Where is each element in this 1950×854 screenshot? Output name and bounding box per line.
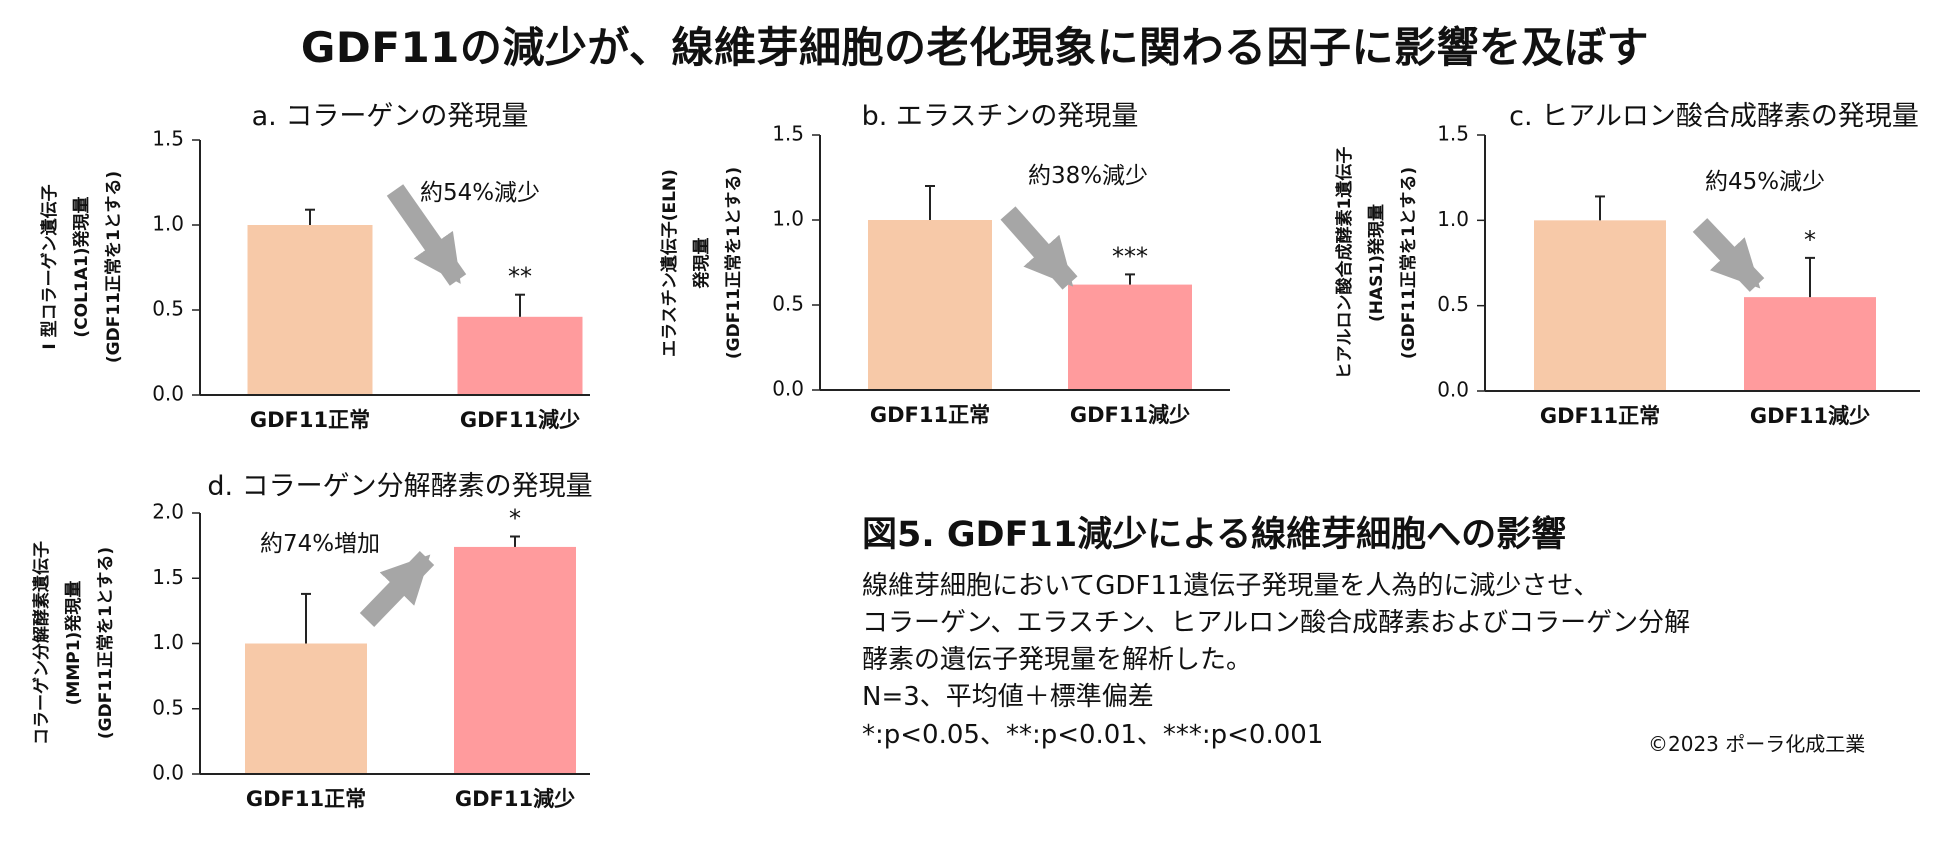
y-tick-label: 0.5 [772, 292, 804, 316]
significance-legend: *:p<0.05、**:p<0.01、***:p<0.001 [862, 720, 1324, 750]
bar-gdf11-normal [245, 643, 367, 774]
x-tick-label: GDF11正常 [246, 787, 366, 811]
bar-gdf11-normal [247, 225, 373, 395]
copyright-notice: ©2023 ポーラ化成工業 [1648, 732, 1866, 756]
change-annotation: 約74%増加 [260, 531, 380, 557]
chart-title: d. コラーゲン分解酵素の発現量 [207, 471, 592, 502]
figure-caption: 図5. GDF11減少による線維芽細胞への影響 [862, 515, 1567, 555]
y-tick-label: 1.5 [772, 122, 804, 146]
y-axis-label: コラーゲン分解酵素遺伝子 [31, 541, 52, 745]
x-tick-label: GDF11減少 [1070, 403, 1190, 427]
decrease-arrow [386, 184, 467, 286]
change-annotation: 約54%減少 [420, 180, 540, 206]
x-tick-label: GDF11減少 [455, 787, 575, 811]
y-tick-label: 0.5 [152, 297, 184, 321]
chart-title: b. エラスチンの発現量 [862, 101, 1139, 132]
chart-title: c. ヒアルロン酸合成酵素の発現量 [1509, 101, 1919, 132]
bar-gdf11-normal [1534, 220, 1666, 391]
y-tick-label: 0.5 [1437, 292, 1469, 316]
y-axis-label: I 型コラーゲン遺伝子 [39, 184, 60, 349]
y-tick-label: 1.5 [1437, 122, 1469, 146]
decrease-arrow [1692, 218, 1765, 292]
y-axis-label: ヒアルロン酸合成酵素1遺伝子 [1334, 147, 1355, 380]
y-tick-label: 1.0 [152, 630, 184, 654]
x-tick-label: GDF11正常 [870, 403, 990, 427]
y-tick-label: 1.0 [152, 212, 184, 236]
description-line: 線維芽細胞においてGDF11遺伝子発現量を人為的に減少させ、 [862, 571, 1600, 601]
description-line: コラーゲン、エラスチン、ヒアルロン酸合成酵素およびコラーゲン分解 [862, 608, 1691, 638]
bar-gdf11-reduced [457, 316, 583, 395]
significance-marker: *** [1112, 242, 1148, 270]
y-tick-label: 0.5 [152, 695, 184, 719]
y-tick-label: 1.5 [152, 127, 184, 151]
chart-title: a. コラーゲンの発現量 [252, 101, 529, 132]
bar-gdf11-reduced [454, 546, 576, 774]
y-tick-label: 0.0 [1437, 378, 1469, 402]
significance-marker: * [509, 504, 521, 532]
y-axis-label: (MMP1)発現量 [63, 581, 84, 706]
y-axis-label: (GDF11正常を1とする) [1398, 167, 1419, 359]
change-annotation: 約45%減少 [1705, 169, 1825, 195]
y-tick-label: 0.0 [772, 377, 804, 401]
change-annotation: 約38%減少 [1028, 163, 1148, 189]
y-tick-label: 0.0 [152, 382, 184, 406]
y-tick-label: 1.5 [152, 565, 184, 589]
y-axis-label: (HAS1)発現量 [1366, 204, 1387, 322]
bar-gdf11-normal [868, 220, 992, 390]
y-axis-label: (COL1A1)発現量 [71, 196, 92, 337]
main-title: GDF11の減少が、線維芽細胞の老化現象に関わる因子に影響を及ぼす [300, 23, 1650, 72]
x-tick-label: GDF11減少 [1750, 404, 1870, 428]
bar-gdf11-reduced [1744, 297, 1876, 391]
increase-arrow [359, 551, 435, 627]
significance-marker: ** [508, 263, 532, 291]
bar-gdf11-reduced [1068, 284, 1192, 390]
significance-marker: * [1804, 226, 1816, 254]
y-tick-label: 0.0 [152, 761, 184, 785]
x-tick-label: GDF11減少 [460, 408, 580, 432]
y-axis-label: (GDF11正常を1とする) [103, 171, 124, 363]
description-line: N=3、平均値＋標準偏差 [862, 682, 1154, 712]
x-tick-label: GDF11正常 [250, 408, 370, 432]
y-tick-label: 1.0 [1437, 207, 1469, 231]
description-line: 酵素の遺伝子発現量を解析した。 [862, 645, 1253, 675]
x-tick-label: GDF11正常 [1540, 404, 1660, 428]
decrease-arrow [1000, 206, 1078, 290]
chart-a-collagen: a. コラーゲンの発現量 I 型コラーゲン遺伝子 (COL1A1)発現量 (GDF11… [39, 101, 590, 432]
y-axis-label: 発現量 [691, 238, 712, 290]
y-axis-label: エラスチン遺伝子(ELN) [659, 169, 680, 357]
y-axis-label: (GDF11正常を1とする) [723, 167, 744, 359]
y-tick-label: 1.0 [772, 207, 804, 231]
y-axis-label: (GDF11正常を1とする) [95, 547, 116, 739]
y-tick-label: 2.0 [152, 500, 184, 524]
